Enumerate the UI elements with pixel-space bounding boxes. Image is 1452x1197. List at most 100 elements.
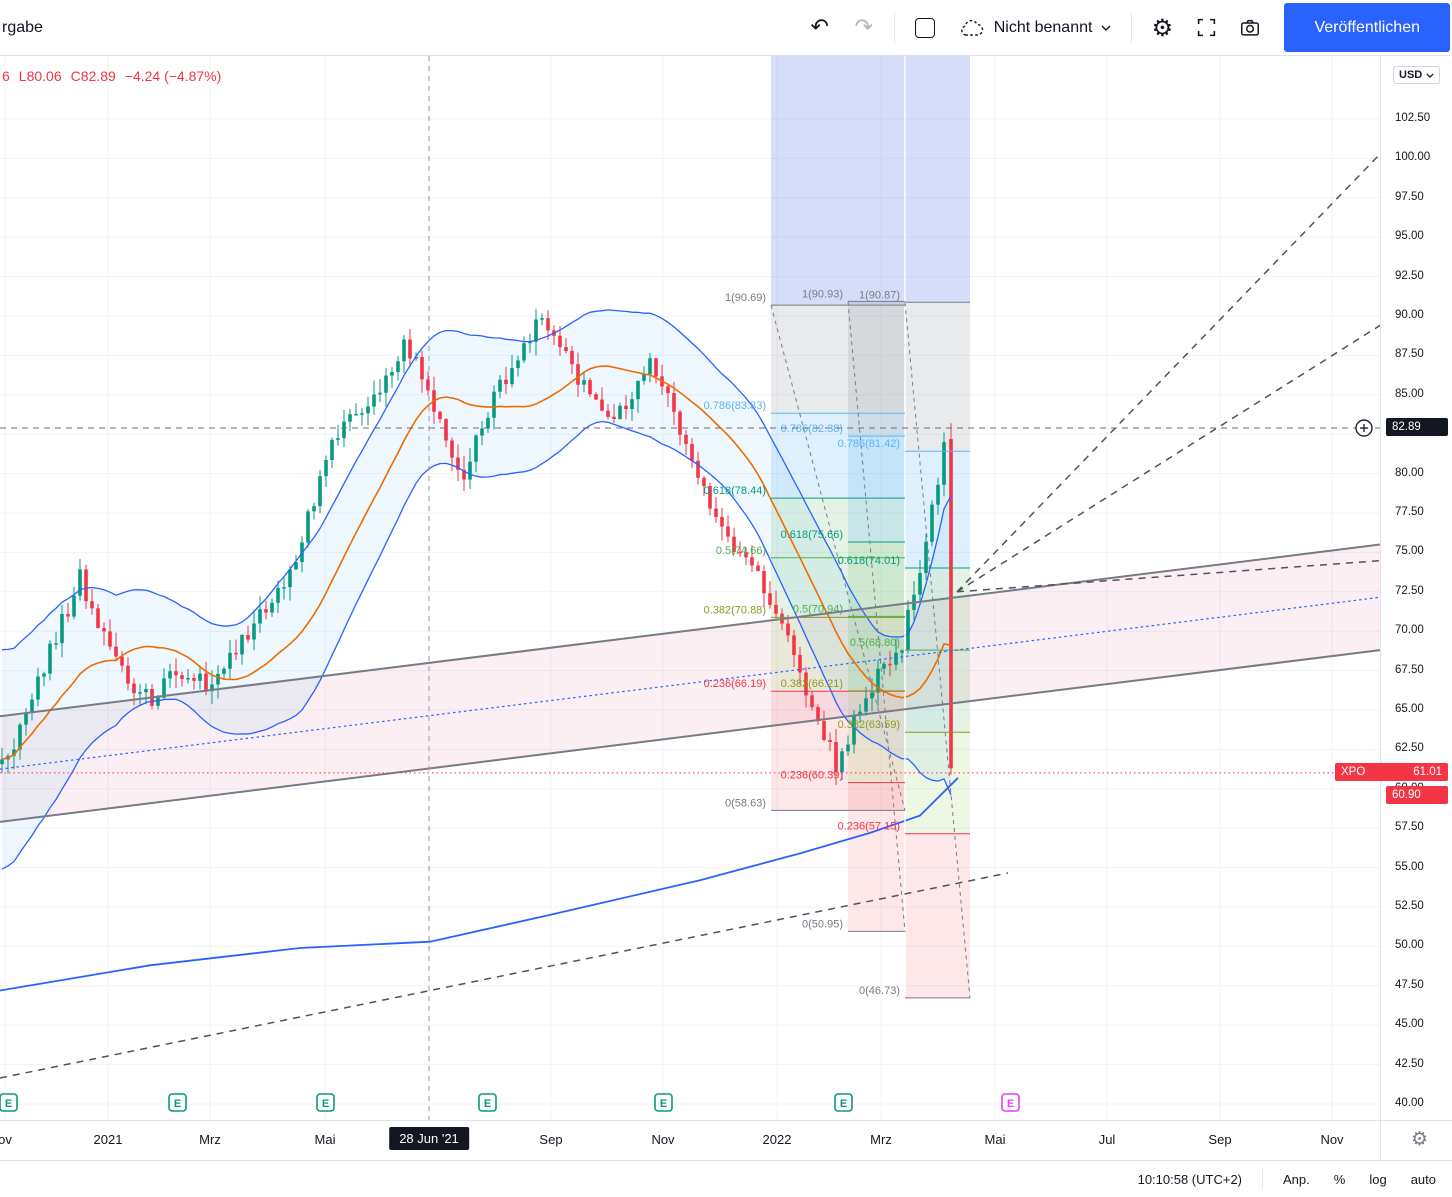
- scale-option-auto[interactable]: auto: [1410, 1171, 1436, 1187]
- redo-button[interactable]: ↷: [842, 6, 886, 50]
- svg-text:0.786(81.42): 0.786(81.42): [838, 438, 900, 450]
- svg-text:0.236(60.39): 0.236(60.39): [781, 770, 843, 782]
- svg-text:0(58.63): 0(58.63): [725, 797, 766, 809]
- price-tick: 55.00: [1395, 860, 1424, 873]
- svg-text:E: E: [660, 1098, 667, 1110]
- svg-text:E: E: [840, 1098, 847, 1110]
- time-tick: Mrz: [870, 1132, 892, 1147]
- svg-text:0.5(68.80): 0.5(68.80): [850, 637, 900, 649]
- candle-layer: [0, 308, 953, 785]
- scale-option-%[interactable]: %: [1333, 1171, 1346, 1187]
- chevron-down-icon: [1426, 72, 1434, 78]
- svg-text:0(50.95): 0(50.95): [802, 918, 843, 930]
- price-tick: 57.50: [1395, 821, 1424, 834]
- price-tick: 62.50: [1395, 742, 1424, 755]
- chevron-down-icon: [1101, 25, 1111, 31]
- time-tick: Mrz: [199, 1132, 221, 1147]
- top-toolbar: rgabe ↶ ↷ Nicht benannt: [0, 0, 1452, 56]
- svg-text:0.618(78.44): 0.618(78.44): [704, 485, 766, 497]
- selection-tool-button[interactable]: [903, 6, 947, 50]
- svg-text:1(90.93): 1(90.93): [802, 288, 843, 300]
- price-tick: 42.50: [1395, 1057, 1424, 1070]
- selected-date-badge: 28 Jun '21: [389, 1127, 469, 1150]
- price-line-layer: [0, 427, 1380, 774]
- bollinger-fill-layer: [2, 309, 951, 870]
- fullscreen-icon: [1197, 18, 1216, 37]
- svg-text:0.5(74.66): 0.5(74.66): [716, 545, 766, 557]
- time-tick: 2021: [93, 1132, 123, 1147]
- scale-option-log[interactable]: log: [1369, 1171, 1387, 1187]
- grid-layer: [0, 56, 1380, 1120]
- time-axis-settings-icon[interactable]: ⚙: [1410, 1128, 1428, 1150]
- earnings-marker[interactable]: E: [168, 1093, 187, 1112]
- xpo-line-layer: [0, 777, 959, 992]
- time-tick: Nov: [651, 1132, 675, 1147]
- price-tick: 72.50: [1395, 584, 1424, 597]
- svg-text:E: E: [322, 1098, 329, 1110]
- camera-icon: [1241, 19, 1260, 36]
- currency-label: USD: [1399, 69, 1423, 81]
- chart-settings-button[interactable]: ⚙: [1140, 6, 1184, 50]
- scale-option-anp[interactable]: Anp.: [1283, 1171, 1310, 1187]
- price-tick: 65.00: [1395, 703, 1424, 715]
- time-axis[interactable]: ⚙ ov 2021 Mrz Mai Sep Nov 2022 Mrz Mai Jul Sep Nov 2…: [0, 1120, 1452, 1161]
- cloud-layout-button[interactable]: Nicht benannt: [947, 6, 1124, 50]
- price-tick: 45.00: [1395, 1018, 1424, 1031]
- price-tick: 87.50: [1395, 348, 1424, 361]
- price-axis[interactable]: USD 102.50 100.00 97.50 95.00 92.50 90.00 87.5…: [1335, 56, 1452, 1120]
- price-tick: 100.00: [1395, 151, 1431, 164]
- time-tick: 2022: [762, 1132, 792, 1147]
- scale-controls: Anp.% log auto: [1283, 1172, 1436, 1187]
- svg-text:0.382(70.88): 0.382(70.88): [704, 604, 766, 616]
- price-tick: 80.00: [1395, 466, 1424, 479]
- earnings-marker[interactable]: E: [1001, 1093, 1020, 1112]
- time-tick: Jul: [1098, 1132, 1116, 1147]
- clock-label[interactable]: 10:10:58 (UTC+2): [1137, 1171, 1243, 1187]
- price-tick: 70.00: [1395, 624, 1424, 637]
- fullscreen-button[interactable]: [1184, 6, 1228, 50]
- price-tick: 67.50: [1395, 663, 1424, 676]
- price-tick: 92.50: [1395, 269, 1424, 282]
- earnings-marker[interactable]: E: [654, 1093, 673, 1112]
- xpo-low-badge: 60.90: [1386, 785, 1448, 804]
- undo-button[interactable]: ↶: [798, 6, 842, 50]
- toolbar-divider: [893, 12, 895, 43]
- screenshot-button[interactable]: [1228, 6, 1272, 50]
- price-tick: 40.00: [1395, 1097, 1424, 1109]
- price-tick: 97.50: [1395, 190, 1424, 203]
- bollinger-line-layer: [1, 309, 952, 870]
- legend-fragment: 6: [2, 68, 10, 84]
- legend-change: −4.24 (−4.87%): [124, 68, 222, 84]
- earnings-marker[interactable]: E: [0, 1093, 18, 1112]
- redo-icon: ↷: [854, 14, 873, 40]
- fibonacci-band-layer: [771, 56, 970, 998]
- time-tick: Mai: [314, 1132, 336, 1147]
- currency-dropdown[interactable]: USD: [1393, 66, 1441, 84]
- ohlc-legend: 6 L80.06 C82.89 −4.24 (−4.87%): [2, 68, 230, 84]
- svg-text:0.382(63.59): 0.382(63.59): [838, 719, 900, 731]
- earnings-marker[interactable]: E: [316, 1093, 335, 1112]
- svg-text:1(90.69): 1(90.69): [725, 292, 766, 304]
- earnings-marker[interactable]: E: [478, 1093, 497, 1112]
- cloud-icon: [960, 19, 983, 36]
- add-alert-icon[interactable]: [1355, 419, 1373, 437]
- price-chart[interactable]: 0(58.63) 0.236(66.19) 0.382(70.88) 0.5(74.6…: [0, 56, 1380, 1120]
- publish-button[interactable]: Veröffentlichen: [1284, 3, 1450, 52]
- axis-corner-divider: [1380, 1121, 1381, 1161]
- status-divider: [1262, 1169, 1264, 1189]
- svg-text:0(46.73): 0(46.73): [859, 985, 900, 997]
- price-tick: 95.00: [1395, 230, 1424, 243]
- square-outline-icon: [914, 17, 935, 38]
- price-tick: 50.00: [1395, 939, 1424, 952]
- svg-text:0.786(82.38): 0.786(82.38): [781, 423, 843, 435]
- price-tick: 77.50: [1395, 506, 1424, 518]
- svg-text:1(90.87): 1(90.87): [859, 289, 900, 301]
- price-tick: 102.50: [1395, 112, 1431, 124]
- svg-text:0.786(83.83): 0.786(83.83): [704, 400, 766, 412]
- earnings-marker[interactable]: E: [834, 1093, 853, 1112]
- current-price-badge: 82.89: [1386, 418, 1448, 437]
- svg-text:E: E: [174, 1098, 181, 1110]
- legend-close: C82.89: [70, 68, 116, 84]
